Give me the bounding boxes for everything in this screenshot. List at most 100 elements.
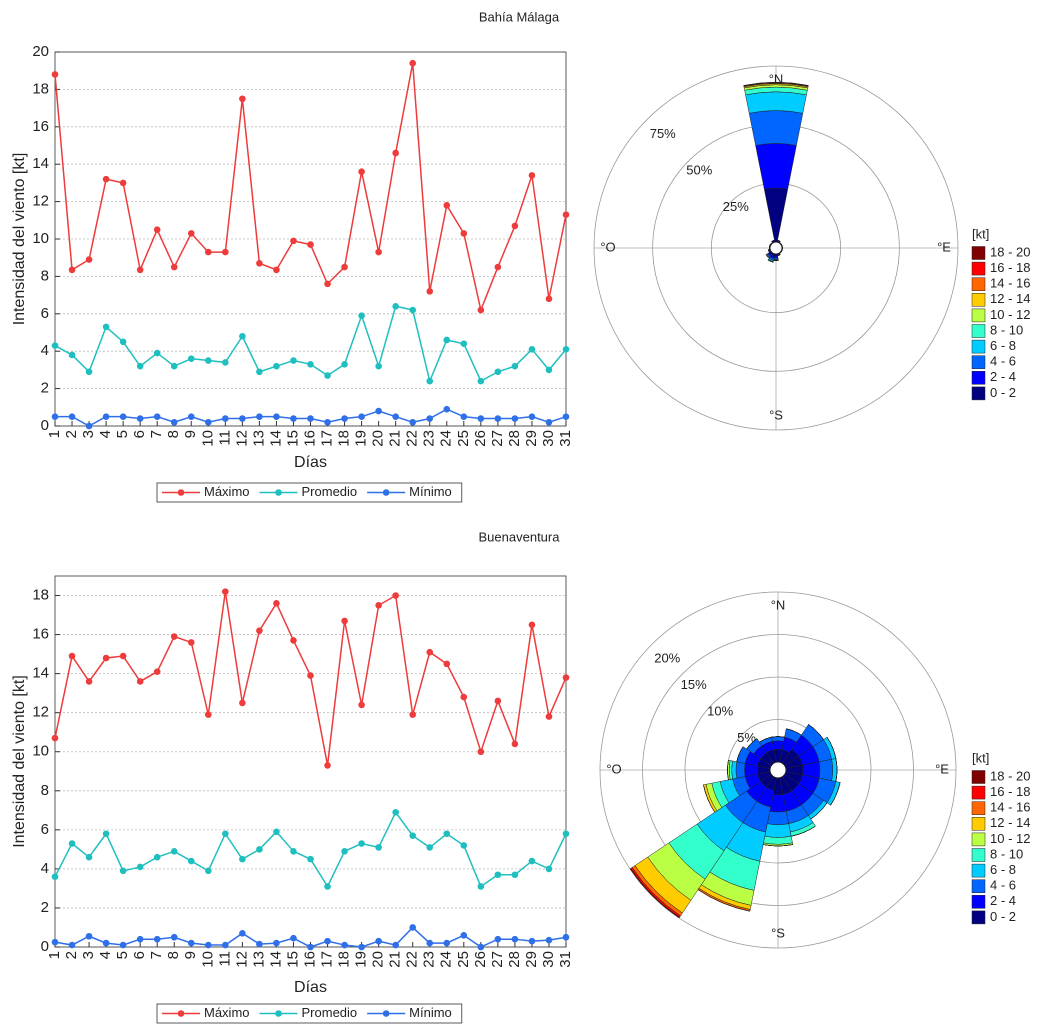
data-point [68,266,76,274]
data-point [68,413,76,420]
x-tick-label: 10 [199,951,216,968]
x-tick-label: 26 [472,951,489,968]
plot-frame [54,51,567,427]
x-tick-label: 9 [182,951,199,959]
x-tick-label: 27 [489,951,506,968]
legend-swatch [971,895,986,909]
direction-label: °E [937,239,951,254]
radial-grid [684,676,872,864]
rose-segment [735,761,746,779]
rose-segment [791,825,816,837]
y-tick-label: 20 [32,43,49,60]
y-tick-label: 8 [41,782,49,799]
legend-label: 18 - 20 [990,768,1030,783]
x-tick-label: 14 [267,951,284,968]
data-point [239,855,246,863]
data-point [187,639,195,646]
y-tick-label: 18 [32,586,49,603]
direction-label: °N [769,71,784,86]
data-point [187,857,195,865]
data-point [273,939,280,947]
y-tick-label: 6 [41,821,49,838]
data-point [528,621,536,629]
x-tick-label: 28 [506,430,523,447]
data-point [511,415,519,422]
data-point [392,941,399,949]
rose-segment [763,835,793,845]
x-axis-label: Días [294,454,327,471]
data-point [136,935,144,943]
data-point [256,846,263,853]
x-tick-label: 26 [472,430,489,447]
y-tick-label: 0 [41,417,49,434]
data-point [170,263,178,271]
data-point [136,678,144,685]
data-point [545,366,553,374]
data-point [68,840,76,847]
data-point [273,828,280,836]
x-tick-label: 15 [284,951,301,968]
data-point [426,415,434,422]
rose-segment [764,187,788,243]
x-tick-label: 22 [404,951,421,968]
legend-marker [382,1010,390,1017]
x-tick-label: 6 [131,951,148,959]
data-point [409,59,417,67]
data-point [511,740,519,748]
data-point [102,830,110,838]
data-point [477,748,485,756]
x-tick-label: 31 [557,430,574,447]
y-axis-label: Intensidad del viento [kt] [11,675,28,848]
y-tick-label: 0 [41,938,49,955]
x-tick-label: 12 [233,430,250,447]
data-point [443,830,451,838]
data-point [256,413,263,420]
y-tick-label: 12 [32,704,49,721]
x-tick-label: 30 [540,951,557,968]
legend-label: Promedio [302,484,358,499]
data-point [85,256,93,263]
data-point [205,248,212,256]
data-point [562,211,570,218]
data-point [239,699,246,707]
legend-swatch [971,324,986,338]
data-point [375,407,382,415]
data-point [494,263,502,271]
radial-tick-label: 75% [650,126,676,141]
x-tick-label: 8 [165,951,182,959]
x-tick-label: 5 [114,430,131,438]
radial-tick-label: 5% [737,730,756,745]
data-point [375,248,382,256]
legend-marker [382,489,390,496]
data-point [443,660,451,668]
data-point [290,357,297,364]
x-tick-label: 12 [233,951,250,968]
chart-title: Bahía Málaga [479,9,560,24]
rose-segment [755,143,797,190]
data-point [341,617,348,625]
rose-center [769,241,783,255]
data-point [307,360,314,368]
data-point [51,413,59,420]
legend-label: 0 - 2 [990,385,1016,400]
y-tick-label: 18 [32,80,49,97]
legend-label: Mínimo [409,484,452,499]
data-point [545,936,553,944]
data-point [426,648,434,656]
y-tick-label: 14 [32,665,49,682]
y-tick-label: 2 [41,380,49,397]
direction-label: °O [606,761,621,776]
x-tick-label: 25 [455,951,472,968]
x-tick-label: 4 [97,430,114,438]
legend-swatch [971,879,986,893]
x-tick-label: 2 [63,430,80,438]
legend-label: 14 - 16 [990,276,1030,291]
rose-segment [746,738,758,750]
legend-label: Promedio [302,1005,358,1020]
rose-segment [818,759,833,781]
rose-segment [767,810,789,825]
data-point [136,362,144,370]
data-point [324,883,331,890]
x-tick-label: 9 [182,430,199,438]
data-point [256,260,263,267]
